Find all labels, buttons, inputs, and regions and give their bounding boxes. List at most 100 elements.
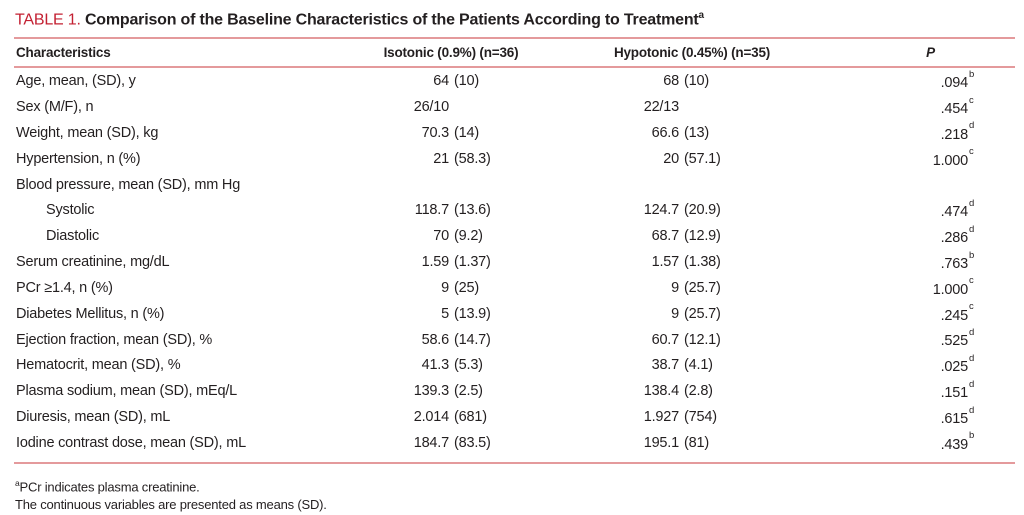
isotonic-value: 9 [441, 279, 449, 296]
p-value-cell: .439b [824, 430, 1015, 462]
p-value-cell: 1.000c [824, 275, 1015, 301]
isotonic-cell: 5 (13.9) [344, 301, 584, 327]
hypotonic-value: 195.1 [643, 434, 679, 451]
footnote-line: aPCr indicates plasma creatinine. [15, 475, 1015, 496]
p-value-cell: .615d [824, 404, 1015, 430]
p-value-footnote-marker: c [969, 275, 974, 287]
isotonic-cell: 58.6 (14.7) [344, 327, 584, 353]
p-value-cell: .245c [824, 301, 1015, 327]
row-label: Serum creatinine, mg/dL [16, 254, 170, 271]
hypotonic-value: 68 [663, 73, 679, 90]
p-value-footnote-marker: d [969, 352, 975, 364]
row-label: Ejection fraction, mean (SD), % [16, 331, 213, 348]
hypotonic-sd: (12.1) [684, 331, 721, 348]
table-row: PCr ≥1.4, n (%) 9 (25) 9 (25.7) 1.000c [14, 275, 1015, 301]
p-value: 1.000 [932, 281, 968, 298]
p-value-footnote-marker: d [969, 404, 975, 416]
isotonic-value: 1.59 [421, 254, 450, 271]
p-value-footnote-marker: d [969, 223, 975, 235]
characteristics-table: Characteristics Isotonic (0.9%) (n=36) H… [14, 39, 1015, 461]
row-label: Diastolic [46, 228, 99, 245]
p-value: .525 [940, 333, 969, 350]
column-header-p-value: P [824, 39, 1015, 69]
hypotonic-value: 1.927 [643, 409, 679, 425]
p-value-footnote-marker: d [969, 327, 975, 339]
table-row: Serum creatinine, mg/dL 1.59 (1.37) 1.57(… [14, 249, 1015, 275]
p-value: 1.000 [932, 152, 968, 169]
hypotonic-cell: 1.927 (754) [584, 404, 824, 430]
title-footnote-marker: a [698, 10, 705, 21]
table-body: Age, mean, (SD), y 64 (10) 68 (10) .094b S… [14, 67, 1015, 461]
row-label: PCr ≥1.4, n (%) [16, 279, 113, 296]
table-row: Blood pressure, mean (SD), mm Hg [14, 172, 1015, 198]
isotonic-cell: 139.3 (2.5) [344, 378, 584, 404]
p-value-cell: .151d [824, 378, 1015, 404]
footnote-text: The continuous variables are presented a… [15, 496, 327, 512]
p-value: .439 [940, 436, 969, 453]
page-title: TABLE 1. Comparison of the Baseline Char… [14, 0, 1015, 37]
hypotonic-sd: (2.8) [684, 383, 713, 400]
hypotonic-cell: 9 (25.7) [584, 275, 824, 301]
hypotonic-value: 20 [663, 150, 679, 167]
isotonic-value: 118.7 [414, 202, 449, 219]
p-value: .218 [940, 126, 969, 143]
hypotonic-cell: 195.1 (81) [584, 430, 824, 462]
isotonic-value: 139.3 [413, 383, 449, 400]
hypotonic-cell: 20 (57.1) [584, 146, 824, 172]
table-row: Plasma sodium, mean (SD), mEq/L 139.3 (2.… [14, 378, 1015, 404]
p-value: .094 [940, 75, 969, 92]
hypotonic-value: 60.7 [651, 331, 680, 348]
hypotonic-sd: (754) [684, 409, 717, 425]
isotonic-cell: 70 (9.2) [344, 223, 584, 249]
row-label: Blood pressure, mean (SD), mm Hg [16, 176, 241, 193]
isotonic-cell: 118.7 (13.6) [344, 197, 584, 223]
isotonic-sd: (5.3) [454, 357, 483, 374]
hypotonic-sd: (25.7) [684, 305, 721, 322]
hypotonic-sd: (13) [684, 124, 709, 141]
hypotonic-sd: (1.38) [684, 254, 721, 271]
p-value: .245 [940, 307, 969, 324]
isotonic-sd: (9.2) [454, 228, 483, 245]
table-row: Ejection fraction, mean (SD), % 58.6 (14.… [14, 327, 1015, 353]
isotonic-value: 26/10 [413, 99, 449, 116]
isotonic-cell: 64 (10) [344, 67, 584, 94]
hypotonic-value: 38.7 [651, 357, 680, 374]
isotonic-cell: 184.7 (83.5) [344, 430, 584, 462]
table-row: Hematocrit, mean (SD), % 41.3 (5.3) 38.7(… [14, 352, 1015, 378]
isotonic-sd: (14.7) [454, 331, 491, 348]
column-header-isotonic: Isotonic (0.9%) (n=36) [344, 39, 584, 69]
isotonic-sd: (2.5) [454, 383, 483, 400]
row-label: Hypertension, n (%) [16, 150, 141, 167]
row-label: Hematocrit, mean (SD), % [16, 357, 181, 374]
table-row: Diuresis, mean (SD), mL 2.014 (681) 1.927… [14, 404, 1015, 430]
top-rule [14, 37, 1015, 40]
hypotonic-cell: 38.7 (4.1) [584, 352, 824, 378]
row-label: Diuresis, mean (SD), mL [16, 409, 171, 425]
p-value-footnote-marker: c [969, 146, 974, 158]
hypotonic-cell: 124.7 (20.9) [584, 197, 824, 223]
row-label: Iodine contrast dose, mean (SD), mL [16, 434, 246, 451]
p-value-cell: .218d [824, 120, 1015, 146]
isotonic-value: 41.3 [421, 357, 450, 374]
p-value-cell: .763b [824, 249, 1015, 275]
hypotonic-value: 68.7 [651, 228, 680, 245]
hypotonic-sd: (57.1) [684, 150, 721, 167]
p-value-cell: .094b [824, 67, 1015, 94]
hypotonic-value: 9 [671, 279, 679, 296]
isotonic-cell: 21 (58.3) [344, 146, 584, 172]
p-value: .286 [940, 230, 969, 247]
hypotonic-cell [584, 172, 824, 198]
hypotonic-cell: 22/13 [584, 94, 824, 120]
footnote-sup: a [15, 478, 20, 489]
row-label: Weight, mean (SD), kg [16, 124, 159, 141]
hypotonic-sd: (25.7) [684, 279, 721, 296]
hypotonic-value: 138.4 [643, 383, 679, 400]
isotonic-value: 58.6 [421, 331, 450, 348]
p-value-cell: .525d [824, 327, 1015, 353]
bottom-rule [14, 461, 1015, 464]
row-label: Sex (M/F), n [16, 99, 94, 116]
footnotes: aPCr indicates plasma creatinine. The con… [14, 475, 1015, 515]
isotonic-cell [344, 172, 584, 198]
table-row: Sex (M/F), n 26/10 22/13 .454c [14, 94, 1015, 120]
